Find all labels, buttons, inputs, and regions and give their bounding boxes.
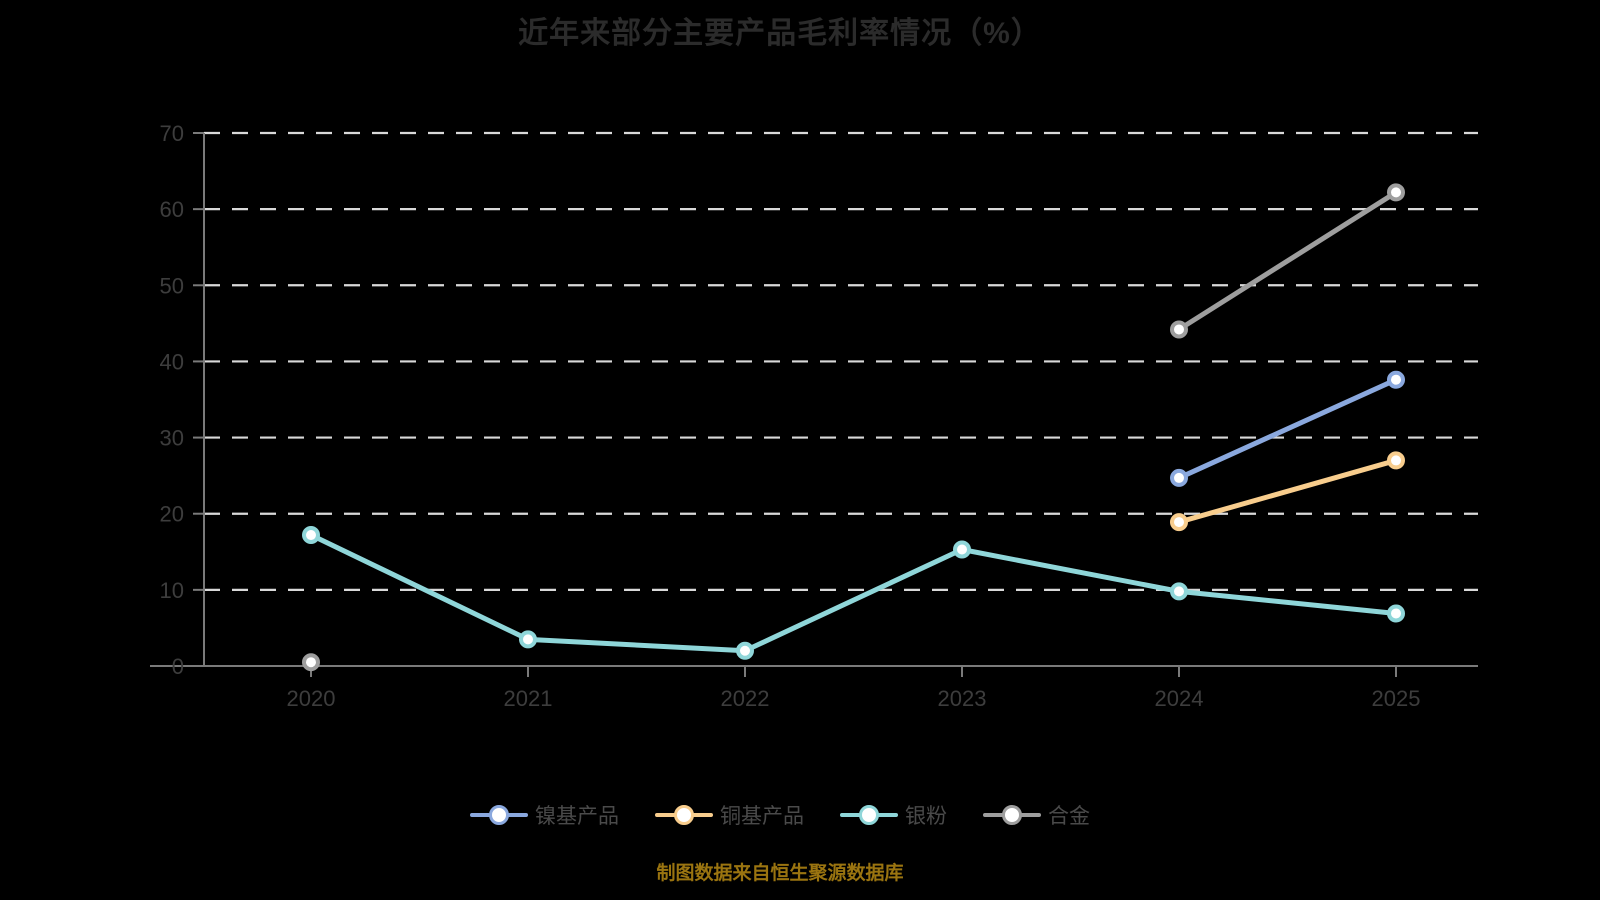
- x-tick-label: 2024: [1155, 686, 1204, 711]
- legend-item-合金[interactable]: 合金: [983, 800, 1090, 830]
- legend-item-镍基产品[interactable]: 镍基产品: [470, 800, 619, 830]
- legend-marker-icon: [655, 802, 713, 828]
- legend-dot-icon: [674, 805, 694, 825]
- legend-item-铜基产品[interactable]: 铜基产品: [655, 800, 804, 830]
- x-tick-label: 2023: [938, 686, 987, 711]
- y-tick-label: 50: [160, 273, 184, 298]
- data-point-marker: [302, 526, 320, 545]
- legend-item-银粉[interactable]: 银粉: [840, 800, 947, 830]
- data-point-marker: [1387, 370, 1405, 389]
- chart-legend: 镍基产品 铜基产品 银粉 合金: [0, 800, 1560, 830]
- x-tick-label: 2021: [504, 686, 553, 711]
- y-axis-tick-labels: 0 10 20 30 40 50 60 70: [160, 121, 184, 679]
- data-point-marker: [302, 653, 320, 672]
- y-tick-label: 10: [160, 578, 184, 603]
- data-point-marker: [1170, 468, 1188, 487]
- data-point-marker: [953, 540, 971, 559]
- x-tick-label: 2020: [287, 686, 336, 711]
- data-point-marker: [1387, 451, 1405, 470]
- y-tick-label: 30: [160, 426, 184, 451]
- legend-label: 银粉: [905, 805, 947, 828]
- y-tick-label: 20: [160, 502, 184, 527]
- data-point-marker: [1387, 604, 1405, 623]
- legend-dot-icon: [859, 805, 879, 825]
- legend-marker-icon: [470, 802, 528, 828]
- gridlines: [204, 131, 1478, 591]
- y-tick-label: 70: [160, 121, 184, 146]
- plot-area: 0 10 20 30 40 50 60 70 2020 2021 2022 2023 2024 2025: [150, 121, 1478, 711]
- series-line-合金: [1176, 189, 1399, 332]
- data-point-marker: [1170, 320, 1188, 339]
- y-tick-label: 0: [172, 654, 184, 679]
- legend-marker-icon: [840, 802, 898, 828]
- legend-dot-icon: [1002, 805, 1022, 825]
- legend-label: 铜基产品: [720, 805, 804, 828]
- legend-dot-icon: [489, 805, 509, 825]
- series-line-银粉: [308, 532, 1399, 654]
- x-tick-label: 2025: [1372, 686, 1421, 711]
- data-point-marker: [736, 641, 754, 660]
- y-tick-label: 60: [160, 197, 184, 222]
- data-point-marker: [1170, 513, 1188, 532]
- data-point-marker: [1387, 183, 1405, 202]
- chart-title: 近年来部分主要产品毛利率情况（%）: [518, 17, 1042, 50]
- y-tick-label: 40: [160, 349, 184, 374]
- legend-label: 镍基产品: [535, 805, 619, 828]
- data-point-marker: [1170, 582, 1188, 601]
- series-line-镍基产品: [1176, 377, 1399, 481]
- x-axis-tick-labels: 2020 2021 2022 2023 2024 2025: [287, 686, 1421, 711]
- axes: [150, 132, 1478, 677]
- legend-label: 合金: [1048, 805, 1090, 828]
- series-line-铜基产品: [1176, 457, 1399, 525]
- data-point-marker: [519, 630, 537, 649]
- watermark-attribution: 制图数据来自恒生聚源数据库: [656, 863, 904, 884]
- legend-marker-icon: [983, 802, 1041, 828]
- data-series: [302, 183, 1405, 672]
- x-tick-label: 2022: [721, 686, 770, 711]
